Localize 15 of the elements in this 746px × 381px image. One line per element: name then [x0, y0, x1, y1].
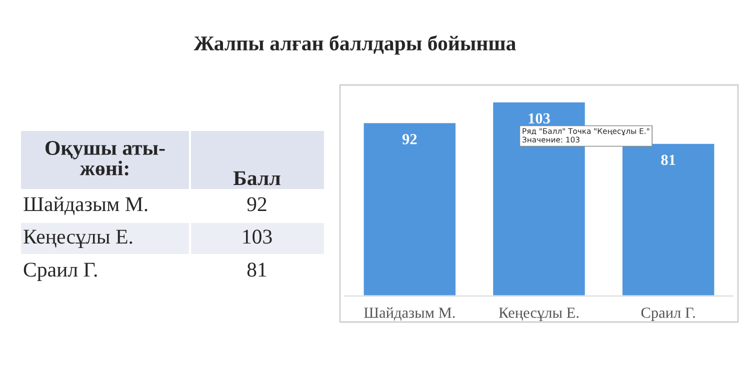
data-label: 92 [247, 197, 266, 212]
data-label: 81 [247, 262, 266, 277]
x-tick-label: Кеңесұлы Е. [498, 308, 578, 321]
data-label: 103 [528, 113, 550, 124]
data-label: 92 [402, 134, 417, 144]
category-label: Шайдазым М. [24, 196, 148, 216]
text: Балл [233, 171, 280, 186]
x-tick-label: Сраил Г. [641, 308, 695, 321]
data-label: 103 [243, 230, 272, 244]
category-label: Сраил Г. [24, 262, 97, 281]
data-label: 81 [661, 154, 676, 166]
chart-title: Жалпы алған баллдары бойынша [194, 35, 516, 55]
category-label: Кеңесұлы Е. [24, 230, 132, 248]
x-tick-label: Шайдазым М. [364, 307, 455, 321]
text: Оқушы аты-жөні: [46, 140, 165, 176]
